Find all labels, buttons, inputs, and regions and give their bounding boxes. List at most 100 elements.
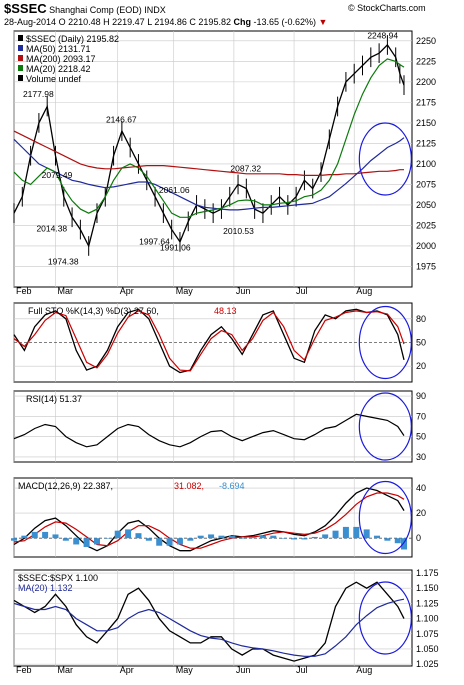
quote-line: 28-Aug-2014 O 2210.48 H 2219.47 L 2194.8… (4, 17, 327, 27)
price-annotation: 2177.98 (23, 89, 54, 99)
macd-highlight-circle (358, 480, 412, 555)
exchange: INDX (144, 5, 166, 15)
sto-legend-k: Full STO %K(14,3) %D(3) 27.60, (28, 306, 159, 316)
legend-swatch (18, 55, 23, 61)
month-label: Mar (57, 286, 73, 296)
price-legend-text: MA(50) 2131.71 (26, 44, 91, 54)
macd-histogram-bar (156, 538, 163, 546)
price-annotation: 2010.53 (223, 226, 254, 236)
legend-swatch (18, 35, 23, 41)
month-label: Jul (296, 665, 308, 675)
macd-tick-label: 40 (416, 483, 426, 493)
macd-histogram-bar (197, 535, 204, 539)
sto-d-line (13, 310, 405, 372)
legend-swatch (18, 65, 23, 71)
macd-histogram-bar (145, 538, 152, 541)
price-legend-text: MA(200) 2093.17 (26, 54, 96, 64)
macd-histogram-bar (208, 534, 215, 539)
macd-histogram-bar (384, 538, 391, 541)
price-tick-label: 2250 (416, 36, 436, 46)
price-annotation: 1991.06 (160, 242, 191, 252)
price-ma20-line (13, 58, 405, 218)
price-annotation: 1974.38 (48, 256, 79, 266)
price-ma50-line (13, 137, 405, 211)
price-annotation: 2061.06 (159, 185, 190, 195)
month-label: Mar (57, 665, 73, 675)
quote-open: O 2210.48 (58, 17, 101, 27)
macd-histogram-bar (311, 536, 318, 539)
macd-histogram-bar (31, 531, 38, 539)
ratio-legend-text: $SSEC:$SPX 1.100 (18, 573, 98, 583)
price-tick-label: 2075 (416, 179, 436, 189)
macd-histogram-bar (166, 538, 173, 546)
rsi-rsi-line (13, 413, 405, 448)
price-annotation: 2146.67 (106, 114, 137, 124)
down-arrow-icon: ▼ (318, 17, 328, 27)
ratio-tick-label: 1.050 (416, 644, 439, 654)
month-label: Apr (120, 286, 134, 296)
macd-legend-hist: -8.694 (219, 481, 245, 491)
price-annotation: 2014.38 (36, 223, 67, 233)
macd-histogram-bar (52, 534, 59, 539)
month-label: May (176, 286, 194, 296)
month-label: Apr (120, 665, 134, 675)
macd-histogram-bar (176, 538, 183, 545)
macd-histogram-bar (11, 538, 17, 541)
price-annotation: 2079.49 (42, 170, 73, 180)
price-tick-label: 2175 (416, 97, 436, 107)
sto-highlight-circle (358, 305, 412, 380)
ratio-ratio_ma-line (13, 598, 405, 657)
price-annotation: 1997.64 (139, 237, 170, 247)
quote-close: C 2195.82 (189, 17, 231, 27)
macd-signal-line (13, 492, 405, 549)
price-tick-label: 2050 (416, 200, 436, 210)
price-tick-label: 2125 (416, 138, 436, 148)
macd-histogram-bar (42, 531, 49, 539)
price-legend-text: Volume undef (26, 74, 82, 84)
month-label: Jun (236, 286, 251, 296)
macd-histogram-bar (239, 538, 246, 539)
macd-histogram-bar (21, 535, 28, 539)
ratio-tick-label: 1.150 (416, 583, 439, 593)
macd-histogram-bar (125, 529, 132, 539)
sto-tick-label: 50 (416, 338, 426, 348)
macd-histogram-bar (353, 526, 360, 539)
price-highlight-circle (358, 122, 412, 196)
chart-title: $SSEC Shanghai Comp (EOD) INDX (4, 1, 166, 16)
month-label: Aug (356, 286, 372, 296)
macd-histogram-bar (73, 538, 80, 545)
price-ma200-line (13, 130, 404, 176)
macd-histogram-bar (394, 538, 401, 544)
month-label: Jul (296, 286, 308, 296)
quote-date: 28-Aug-2014 (4, 17, 57, 27)
legend-swatch (18, 45, 23, 51)
month-label: Feb (16, 286, 32, 296)
ratio-tick-label: 1.075 (416, 629, 439, 639)
macd-histogram-bar (249, 536, 256, 539)
month-label: Jun (236, 665, 251, 675)
macd-histogram-bar (374, 535, 381, 539)
quote-chg-label: Chg (233, 17, 251, 27)
macd-histogram-bar (363, 529, 370, 539)
price-tick-label: 1975 (416, 261, 436, 271)
price-legend-text: $SSEC (Daily) 2195.82 (26, 34, 119, 44)
macd-histogram-bar (62, 538, 69, 541)
rsi-frame (13, 390, 413, 463)
price-annotation: 2087.32 (230, 164, 261, 174)
macd-legend-signal: 31.082, (174, 481, 204, 491)
price-tick-label: 2000 (416, 241, 436, 251)
macd-histogram-bar (104, 538, 111, 539)
macd-histogram-bar (270, 535, 277, 539)
ratio-tick-label: 1.025 (416, 659, 439, 669)
rsi-tick-label: 50 (416, 432, 426, 442)
macd-histogram-bar (114, 530, 121, 539)
ratio-tick-label: 1.125 (416, 598, 439, 608)
watermark: © StockCharts.com (348, 3, 426, 13)
ratio-tick-label: 1.100 (416, 614, 439, 624)
price-annotation: 2248.94 (367, 31, 398, 41)
price-tick-label: 2225 (416, 56, 436, 66)
ratio-frame (13, 569, 413, 667)
legend-swatch (18, 75, 23, 81)
